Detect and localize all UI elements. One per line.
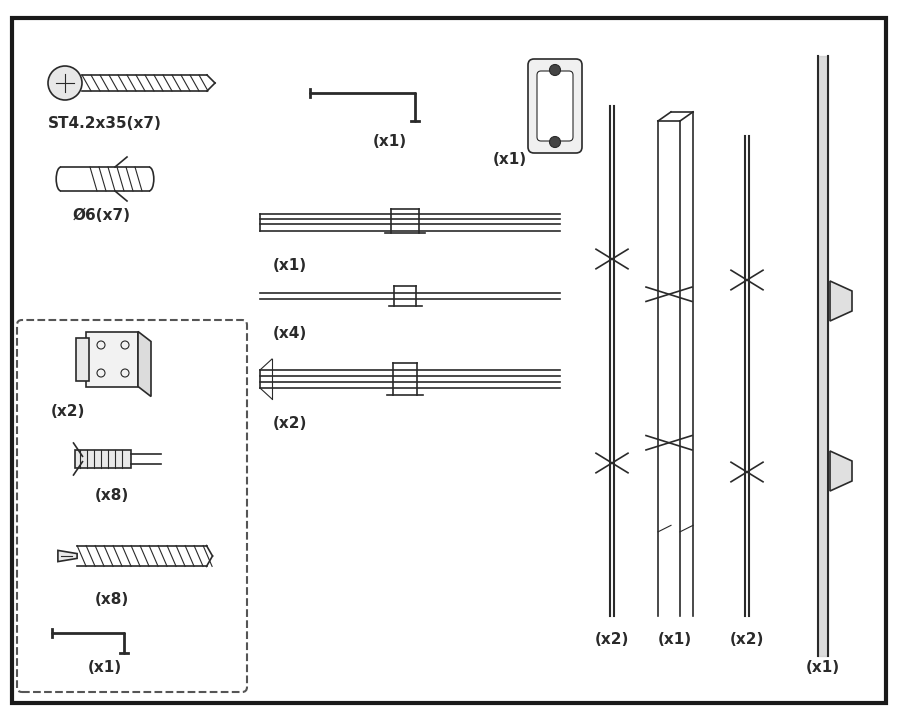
Circle shape [550, 136, 561, 148]
Text: (x2): (x2) [273, 415, 307, 430]
Circle shape [48, 66, 82, 100]
FancyBboxPatch shape [537, 71, 573, 141]
Text: (x2): (x2) [595, 632, 629, 647]
Text: (x1): (x1) [373, 133, 407, 149]
Bar [76, 337, 89, 381]
Polygon shape [58, 550, 77, 562]
FancyBboxPatch shape [17, 320, 247, 692]
Text: (x1): (x1) [273, 259, 307, 273]
Text: (x4): (x4) [273, 325, 307, 340]
Text: (x2): (x2) [50, 404, 86, 418]
Text: (x1): (x1) [493, 151, 527, 167]
Polygon shape [830, 451, 852, 491]
Bar [76, 450, 130, 468]
Text: (x2): (x2) [730, 632, 764, 647]
Text: (x1): (x1) [658, 632, 692, 647]
Text: (x8): (x8) [94, 489, 129, 503]
Polygon shape [830, 281, 852, 321]
Circle shape [550, 64, 561, 76]
Text: (x1): (x1) [88, 660, 122, 675]
Text: ST4.2x35(x7): ST4.2x35(x7) [48, 115, 162, 131]
Text: (x1): (x1) [806, 660, 840, 675]
FancyBboxPatch shape [12, 18, 886, 703]
Text: (x8): (x8) [94, 591, 129, 606]
Polygon shape [138, 332, 151, 397]
FancyBboxPatch shape [528, 59, 582, 153]
Text: Ø6(x7): Ø6(x7) [73, 208, 131, 224]
Bar [86, 332, 138, 386]
